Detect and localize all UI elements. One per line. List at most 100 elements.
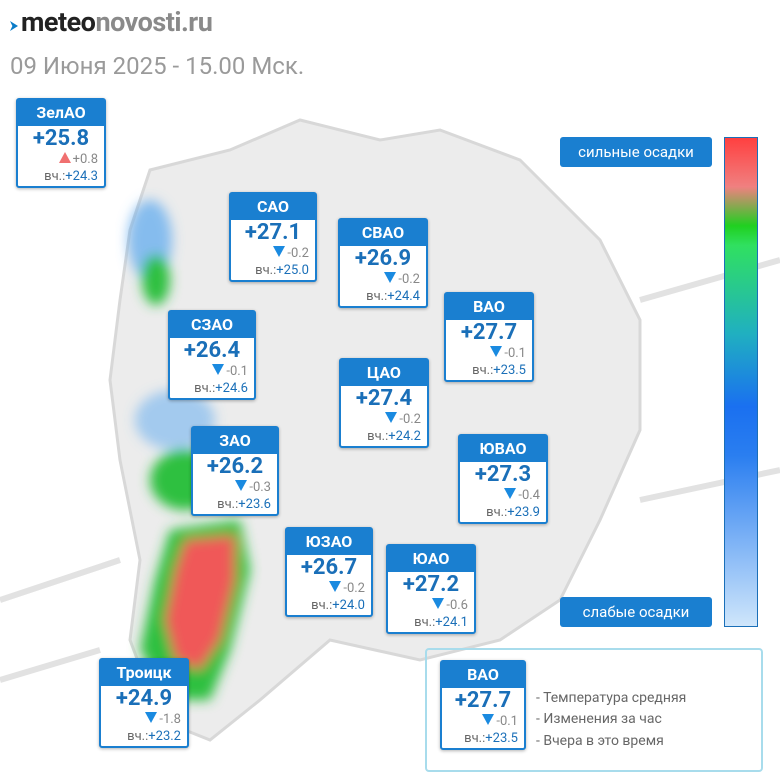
yesterday: вч.:+24.3 (18, 168, 104, 186)
logo[interactable]: meteonovosti.ru (10, 6, 213, 38)
yesterday-label: вч.: (414, 615, 436, 630)
district-card: ВАО +27.7 -0.1 вч.:+23.5 (444, 292, 534, 382)
yesterday: вч.:+24.4 (340, 288, 426, 306)
yesterday-label: вч.: (367, 429, 389, 444)
temperature: +26.2 (206, 454, 264, 479)
scale-label: слабые осадки (560, 597, 712, 627)
district-card: ЮЗАО +26.7 -0.2 вч.:+24.0 (285, 527, 373, 617)
yesterday-value: +25.0 (276, 263, 309, 278)
change-value: -0.1 (504, 346, 526, 361)
change-value: -0.6 (446, 598, 468, 613)
yesterday-value: +24.0 (332, 598, 365, 613)
change-value: +0.8 (72, 152, 98, 167)
hour-change: -0.2 (340, 272, 426, 288)
yesterday-label: вч.: (366, 289, 388, 304)
legend-box (425, 648, 763, 772)
hour-change: -0.1 (442, 714, 524, 730)
change-value: -0.2 (343, 581, 365, 596)
hour-change: +0.8 (18, 152, 104, 168)
yesterday-label: вч.: (44, 169, 66, 184)
logo-icon (10, 21, 18, 31)
yesterday: вч.:+24.2 (341, 428, 427, 446)
logo-part: meteo (21, 6, 96, 38)
temperature: +27.3 (474, 462, 532, 487)
temperature: +25.8 (32, 126, 90, 151)
district-card: ЗелАО +25.8 +0.8 вч.:+24.3 (16, 98, 106, 188)
temperature: +26.9 (354, 246, 412, 271)
trend-icon (329, 581, 342, 592)
change-value: -0.2 (398, 272, 420, 287)
logo-part: novosti.ru (95, 6, 213, 38)
yesterday-value: +23.5 (493, 363, 526, 378)
yesterday: вч.:+23.5 (446, 362, 532, 380)
yesterday-value: +24.4 (387, 289, 420, 304)
yesterday-label: вч.: (486, 505, 508, 520)
district-name: СВАО (340, 220, 426, 246)
yesterday-value: +24.3 (65, 169, 98, 184)
district-card: СЗАО +26.4 -0.1 вч.:+24.6 (168, 310, 256, 400)
temperature: +27.4 (355, 386, 413, 411)
hour-change: -0.6 (388, 598, 474, 614)
hour-change: -0.4 (460, 488, 546, 504)
district-name: ЗАО (193, 428, 277, 454)
yesterday: вч.:+23.6 (193, 496, 277, 514)
temperature: +27.7 (454, 688, 512, 713)
yesterday: вч.:+25.0 (231, 262, 315, 280)
change-value: -0.4 (518, 488, 540, 503)
yesterday-value: +23.5 (485, 731, 518, 746)
yesterday: вч.:+24.1 (388, 614, 474, 632)
hour-change: -0.2 (287, 581, 371, 597)
yesterday-label: вч.: (255, 263, 277, 278)
trend-icon (432, 598, 445, 609)
district-name: ЮВАО (460, 436, 546, 462)
trend-icon (384, 272, 397, 283)
yesterday-value: +24.1 (435, 615, 468, 630)
temperature: +26.4 (183, 338, 241, 363)
hour-change: -0.1 (170, 364, 254, 380)
hour-change: -0.1 (446, 346, 532, 362)
color-scale (724, 137, 758, 627)
yesterday: вч.:+23.5 (442, 730, 524, 748)
trend-icon (58, 152, 71, 163)
hour-change: -0.2 (231, 246, 315, 262)
district-card: ВАО +27.7 -0.1 вч.:+23.5 (440, 660, 526, 750)
temperature: +27.7 (460, 320, 518, 345)
district-name: СЗАО (170, 312, 254, 338)
district-name: ЦАО (341, 360, 427, 386)
yesterday: вч.:+24.6 (170, 380, 254, 398)
district-name: ЗелАО (18, 100, 104, 126)
scale-label: сильные осадки (560, 137, 712, 167)
district-card: ЮАО +27.2 -0.6 вч.:+24.1 (386, 544, 476, 634)
district-card: ЦАО +27.4 -0.2 вч.:+24.2 (339, 358, 429, 448)
temperature: +27.2 (402, 572, 460, 597)
trend-icon (482, 714, 495, 725)
district-card: СВАО +26.9 -0.2 вч.:+24.4 (338, 218, 428, 308)
legend-text: - Изменения за час (536, 711, 662, 727)
yesterday-value: +24.2 (388, 429, 421, 444)
yesterday-label: вч.: (127, 729, 149, 744)
change-value: -1.8 (159, 712, 181, 727)
district-name: ВАО (442, 662, 524, 688)
trend-icon (212, 364, 225, 375)
change-value: -0.3 (249, 480, 271, 495)
yesterday-label: вч.: (464, 731, 486, 746)
district-card: Троицк +24.9 -1.8 вч.:+23.2 (99, 658, 189, 748)
trend-icon (273, 246, 286, 257)
legend-text: - Вчера в это время (536, 733, 664, 749)
change-value: -0.2 (287, 246, 309, 261)
change-value: -0.1 (226, 364, 248, 379)
district-name: ЮАО (388, 546, 474, 572)
hour-change: -0.2 (341, 412, 427, 428)
trend-icon (490, 346, 503, 357)
temperature: +26.7 (300, 555, 358, 580)
yesterday-label: вч.: (217, 497, 239, 512)
yesterday-label: вч.: (472, 363, 494, 378)
temperature: +27.1 (244, 220, 302, 245)
trend-icon (504, 488, 517, 499)
yesterday-value: +24.6 (215, 381, 248, 396)
yesterday: вч.:+24.0 (287, 597, 371, 615)
district-card: ЮВАО +27.3 -0.4 вч.:+23.9 (458, 434, 548, 524)
district-name: ЮЗАО (287, 529, 371, 555)
change-value: -0.2 (399, 412, 421, 427)
